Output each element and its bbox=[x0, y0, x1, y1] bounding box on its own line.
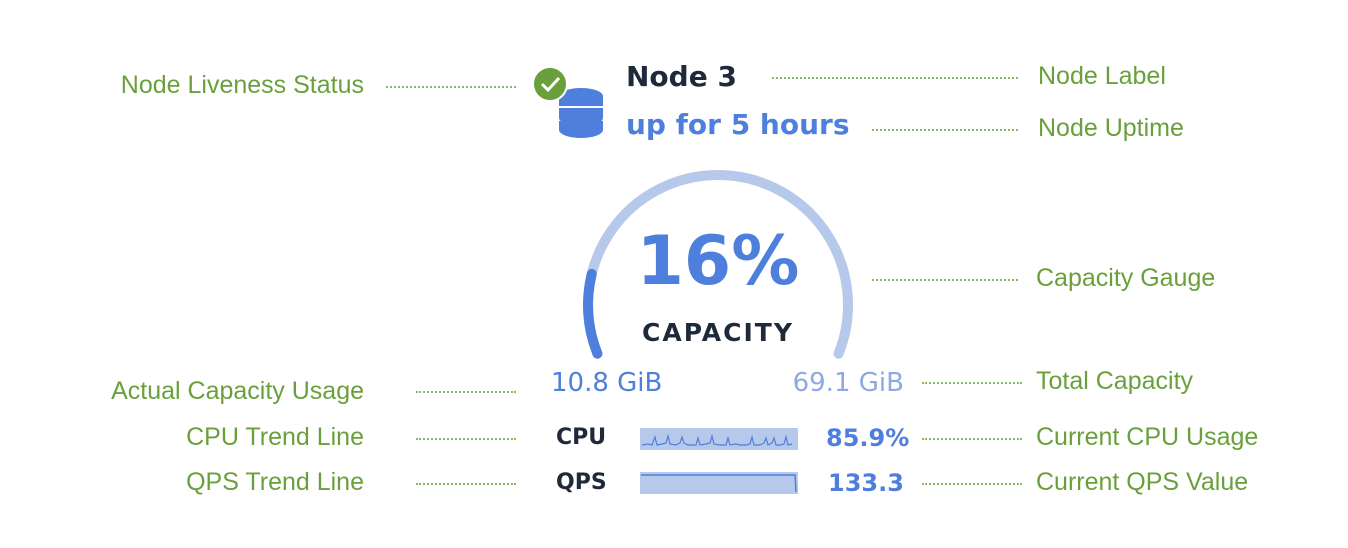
leader-line bbox=[416, 391, 516, 393]
annotation-cpu-current: Current CPU Usage bbox=[1036, 423, 1259, 451]
capacity-total: 69.1 GiB bbox=[792, 368, 904, 398]
node-label: Node 3 bbox=[626, 60, 737, 93]
capacity-gauge bbox=[583, 170, 853, 359]
leader-line bbox=[386, 86, 516, 88]
check-circle-icon bbox=[532, 66, 568, 102]
capacity-caption: CAPACITY bbox=[642, 318, 794, 347]
annotation-label: Node Label bbox=[1038, 62, 1166, 90]
qps-label: QPS bbox=[556, 470, 607, 495]
leader-line bbox=[922, 483, 1022, 485]
gauge-fill bbox=[583, 268, 603, 359]
leader-line bbox=[922, 382, 1022, 384]
leader-line bbox=[922, 438, 1022, 440]
node-uptime: up for 5 hours bbox=[626, 108, 850, 141]
annotation-total: Total Capacity bbox=[1036, 367, 1194, 395]
annotation-used: Actual Capacity Usage bbox=[111, 377, 364, 405]
annotation-uptime: Node Uptime bbox=[1038, 114, 1184, 142]
annotation-cpu-trend: CPU Trend Line bbox=[186, 423, 364, 451]
annotation-qps-trend: QPS Trend Line bbox=[186, 468, 364, 496]
leader-line bbox=[872, 129, 1018, 131]
leader-line bbox=[872, 279, 1018, 281]
database-icon bbox=[559, 88, 603, 138]
qps-trend-line bbox=[640, 472, 798, 494]
capacity-percent: 16% bbox=[636, 222, 800, 301]
leader-line bbox=[416, 438, 516, 440]
leader-line bbox=[772, 77, 1018, 79]
annotation-qps-current: Current QPS Value bbox=[1036, 468, 1249, 496]
cpu-value: 85.9% bbox=[826, 424, 910, 452]
cpu-trend-line bbox=[640, 428, 798, 450]
leader-line bbox=[416, 483, 516, 485]
qps-value: 133.3 bbox=[828, 469, 904, 497]
capacity-used: 10.8 GiB bbox=[551, 368, 663, 398]
cpu-label: CPU bbox=[556, 425, 607, 450]
annotation-liveness: Node Liveness Status bbox=[120, 71, 364, 99]
annotation-gauge: Capacity Gauge bbox=[1036, 264, 1216, 292]
